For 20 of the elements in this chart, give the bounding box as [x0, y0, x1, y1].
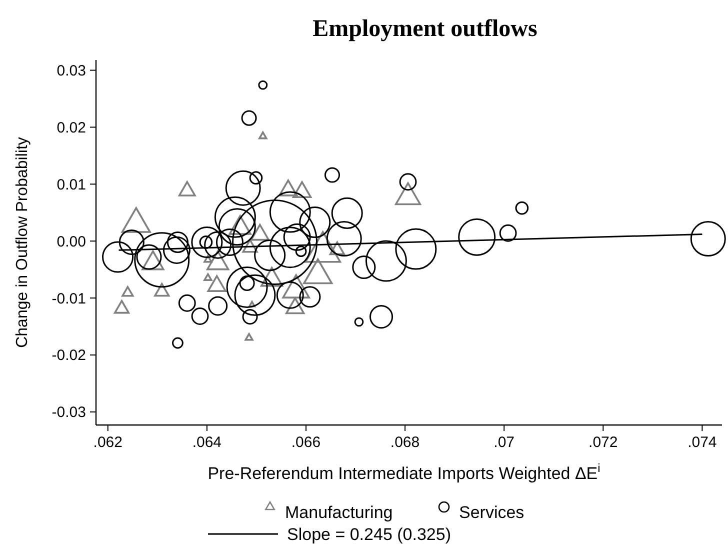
x-axis-title: Pre-Referendum Intermediate Imports Weighted ΔE$^{i}$: [208, 461, 600, 483]
y-tick-label: -0.03: [52, 404, 86, 422]
x-tick-label: .068: [390, 434, 420, 451]
x-tick-label: .062: [93, 434, 122, 451]
legend-label: Manufacturing: [285, 503, 393, 522]
x-tick-label: .066: [291, 434, 321, 451]
x-tick-label: .07: [494, 434, 515, 451]
y-tick-label: 0.00: [56, 233, 86, 250]
chart-title: Employment outflows: [312, 16, 538, 42]
x-tick-label: .064: [192, 434, 222, 451]
y-tick-label: 0.01: [56, 176, 86, 194]
y-tick-label: 0.02: [56, 119, 86, 136]
y-tick-label: -0.02: [52, 347, 86, 364]
y-tick-label: 0.03: [56, 62, 86, 80]
y-tick-label: -0.01: [52, 290, 86, 308]
x-tick-label: .072: [588, 434, 618, 451]
legend-label: Services: [459, 503, 524, 522]
y-axis-title: Change in Outflow Probability: [14, 137, 31, 348]
x-tick-label: .074: [688, 434, 717, 451]
legend-label: Slope = 0.245 (0.325): [287, 525, 451, 544]
